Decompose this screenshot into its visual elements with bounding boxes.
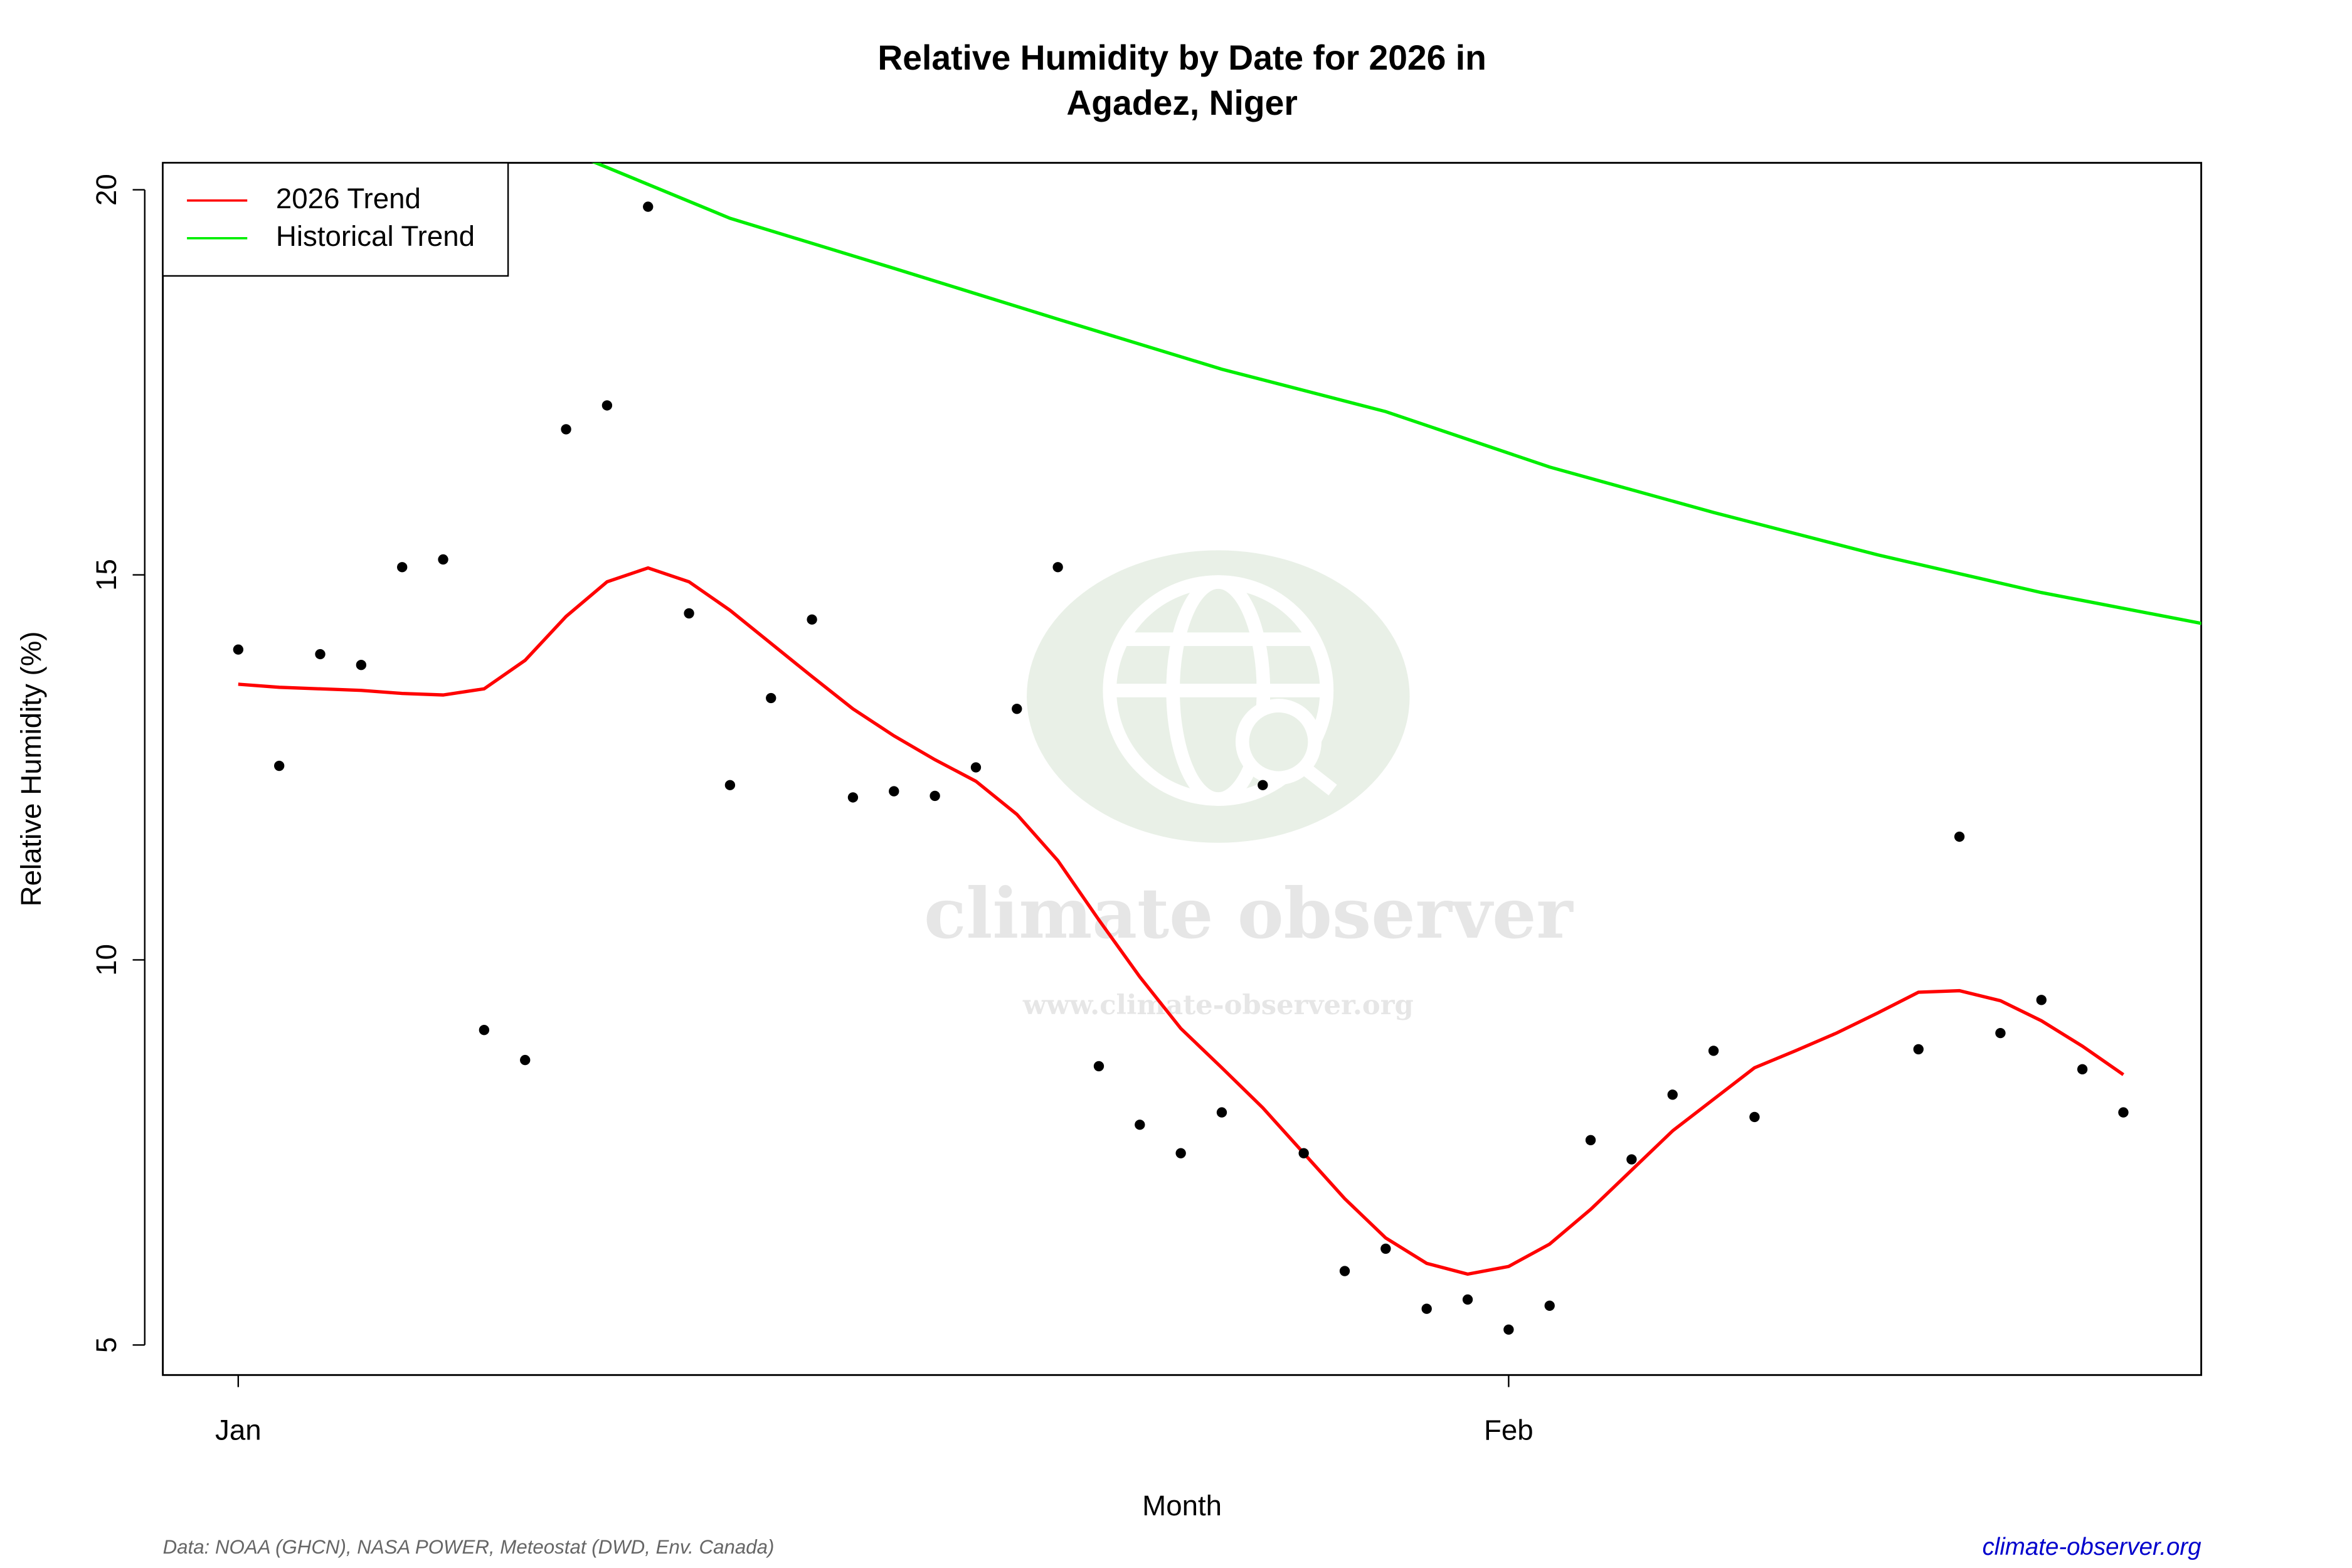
watermark-text: climate observer bbox=[924, 873, 1574, 955]
data-point bbox=[766, 692, 776, 704]
data-point bbox=[1012, 704, 1022, 714]
y-tick-label: 20 bbox=[90, 174, 122, 206]
data-point bbox=[2077, 1064, 2088, 1075]
x-tick-label: Jan bbox=[215, 1414, 262, 1446]
data-point bbox=[684, 608, 694, 619]
watermark-url: www.climate-observer.org bbox=[1022, 989, 1414, 1021]
data-point bbox=[930, 790, 940, 802]
data-point bbox=[724, 780, 736, 790]
data-point bbox=[1258, 780, 1268, 790]
legend: 2026 Trend Historical Trend bbox=[162, 162, 509, 277]
legend-label: Historical Trend bbox=[276, 220, 475, 252]
data-point bbox=[970, 762, 982, 773]
trend-line bbox=[238, 566, 2124, 1276]
data-point bbox=[1339, 1266, 1350, 1276]
data-point bbox=[601, 400, 613, 411]
chart-title: Relative Humidity by Date for 2026 in bbox=[877, 38, 1486, 77]
data-point bbox=[2118, 1107, 2129, 1118]
x-axis-label: Month bbox=[1142, 1490, 1222, 1522]
y-tick-label: 5 bbox=[90, 1337, 122, 1353]
data-point bbox=[397, 562, 408, 573]
data-point bbox=[1503, 1324, 1514, 1335]
footer-site[interactable]: climate-observer.org bbox=[1983, 1534, 2202, 1560]
y-tick-label: 10 bbox=[90, 944, 122, 976]
data-point bbox=[2036, 995, 2047, 1005]
plot-area bbox=[233, 162, 2201, 1335]
data-point bbox=[438, 554, 448, 565]
data-point bbox=[1175, 1148, 1186, 1158]
data-point bbox=[274, 760, 285, 771]
x-tick-label: Feb bbox=[1484, 1414, 1534, 1446]
data-point bbox=[1749, 1111, 1760, 1123]
data-point bbox=[643, 201, 654, 212]
legend-label: 2026 Trend bbox=[276, 183, 421, 215]
data-point bbox=[356, 660, 367, 670]
footer-source: Data: NOAA (GHCN), NASA POWER, Meteostat… bbox=[163, 1536, 775, 1558]
legend-box bbox=[162, 162, 509, 277]
data-point bbox=[847, 792, 859, 803]
chart-subtitle: Agadez, Niger bbox=[1066, 83, 1298, 122]
data-point bbox=[1135, 1120, 1145, 1130]
data-point bbox=[1421, 1303, 1432, 1314]
data-point bbox=[1298, 1148, 1309, 1158]
data-point bbox=[561, 424, 571, 435]
y-axis-label: Relative Humidity (%) bbox=[15, 632, 47, 907]
data-point bbox=[315, 649, 326, 660]
data-point bbox=[233, 644, 244, 655]
data-point bbox=[889, 786, 899, 797]
data-point bbox=[1380, 1243, 1391, 1254]
y-tick-label: 15 bbox=[90, 559, 122, 591]
data-point bbox=[1544, 1300, 1555, 1311]
data-point bbox=[1667, 1089, 1678, 1100]
data-point bbox=[520, 1054, 531, 1066]
data-point bbox=[1708, 1046, 1719, 1056]
data-point bbox=[1052, 562, 1063, 573]
data-point bbox=[807, 614, 817, 625]
data-point bbox=[1216, 1107, 1227, 1118]
watermark-icon bbox=[1103, 575, 1337, 806]
data-point bbox=[1995, 1027, 2006, 1039]
trend-line bbox=[591, 162, 2201, 625]
data-point bbox=[1954, 831, 1965, 842]
data-point bbox=[1093, 1061, 1104, 1072]
data-point bbox=[1913, 1044, 1924, 1055]
data-point bbox=[1585, 1135, 1596, 1145]
watermark: climate observer www.climate-observer.or… bbox=[924, 550, 1574, 1021]
data-point bbox=[479, 1025, 490, 1036]
data-point bbox=[1462, 1294, 1473, 1305]
data-point bbox=[1626, 1154, 1637, 1165]
